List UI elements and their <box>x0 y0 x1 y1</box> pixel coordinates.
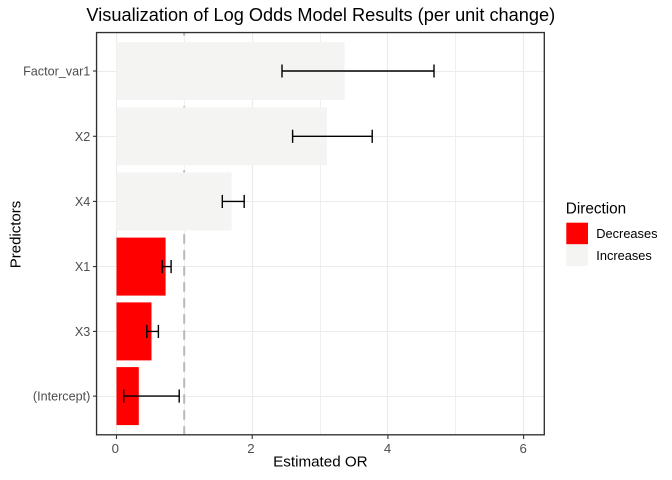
svg-text:X3: X3 <box>75 325 90 339</box>
svg-text:X4: X4 <box>75 195 90 209</box>
svg-text:X2: X2 <box>75 130 90 144</box>
svg-text:(Intercept): (Intercept) <box>33 390 90 404</box>
svg-text:Factor_var1: Factor_var1 <box>23 65 90 79</box>
svg-text:2: 2 <box>247 441 254 456</box>
svg-text:X1: X1 <box>75 260 90 274</box>
svg-text:Direction: Direction <box>566 200 626 217</box>
svg-text:Estimated OR: Estimated OR <box>273 454 368 471</box>
svg-text:4: 4 <box>384 441 391 456</box>
svg-text:0: 0 <box>112 441 119 456</box>
svg-text:6: 6 <box>520 441 527 456</box>
svg-text:Visualization of Log Odds Mode: Visualization of Log Odds Model Results … <box>86 5 555 25</box>
svg-text:Increases: Increases <box>596 248 651 263</box>
svg-text:Decreases: Decreases <box>596 226 657 241</box>
svg-text:Predictors: Predictors <box>8 201 25 269</box>
